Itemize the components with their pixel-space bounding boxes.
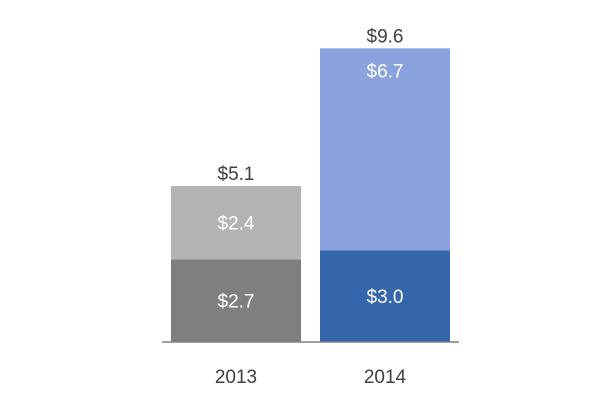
bar-2013-segment-1 — [171, 259, 301, 342]
x-tick-label-2013: 2013 — [215, 367, 257, 388]
x-tick-label-2014: 2014 — [364, 367, 407, 388]
bar-2014-segment-2 — [320, 48, 450, 251]
labels-layer: $2.7 $2.4 $5.1 2013 $3.0 $6.7 $9.6 2014 — [215, 26, 407, 388]
bar-2014-segment-1 — [320, 250, 450, 342]
segment-label-2014-1: $3.0 — [367, 287, 404, 308]
bars-layer — [171, 48, 450, 342]
bar-2013-segment-2 — [171, 186, 301, 260]
segment-label-2013-2: $2.4 — [218, 214, 255, 235]
segment-label-2014-2: $6.7 — [367, 61, 404, 82]
total-label-2014: $9.6 — [367, 26, 404, 47]
total-label-2013: $5.1 — [218, 164, 255, 185]
segment-label-2013-1: $2.7 — [218, 292, 255, 313]
